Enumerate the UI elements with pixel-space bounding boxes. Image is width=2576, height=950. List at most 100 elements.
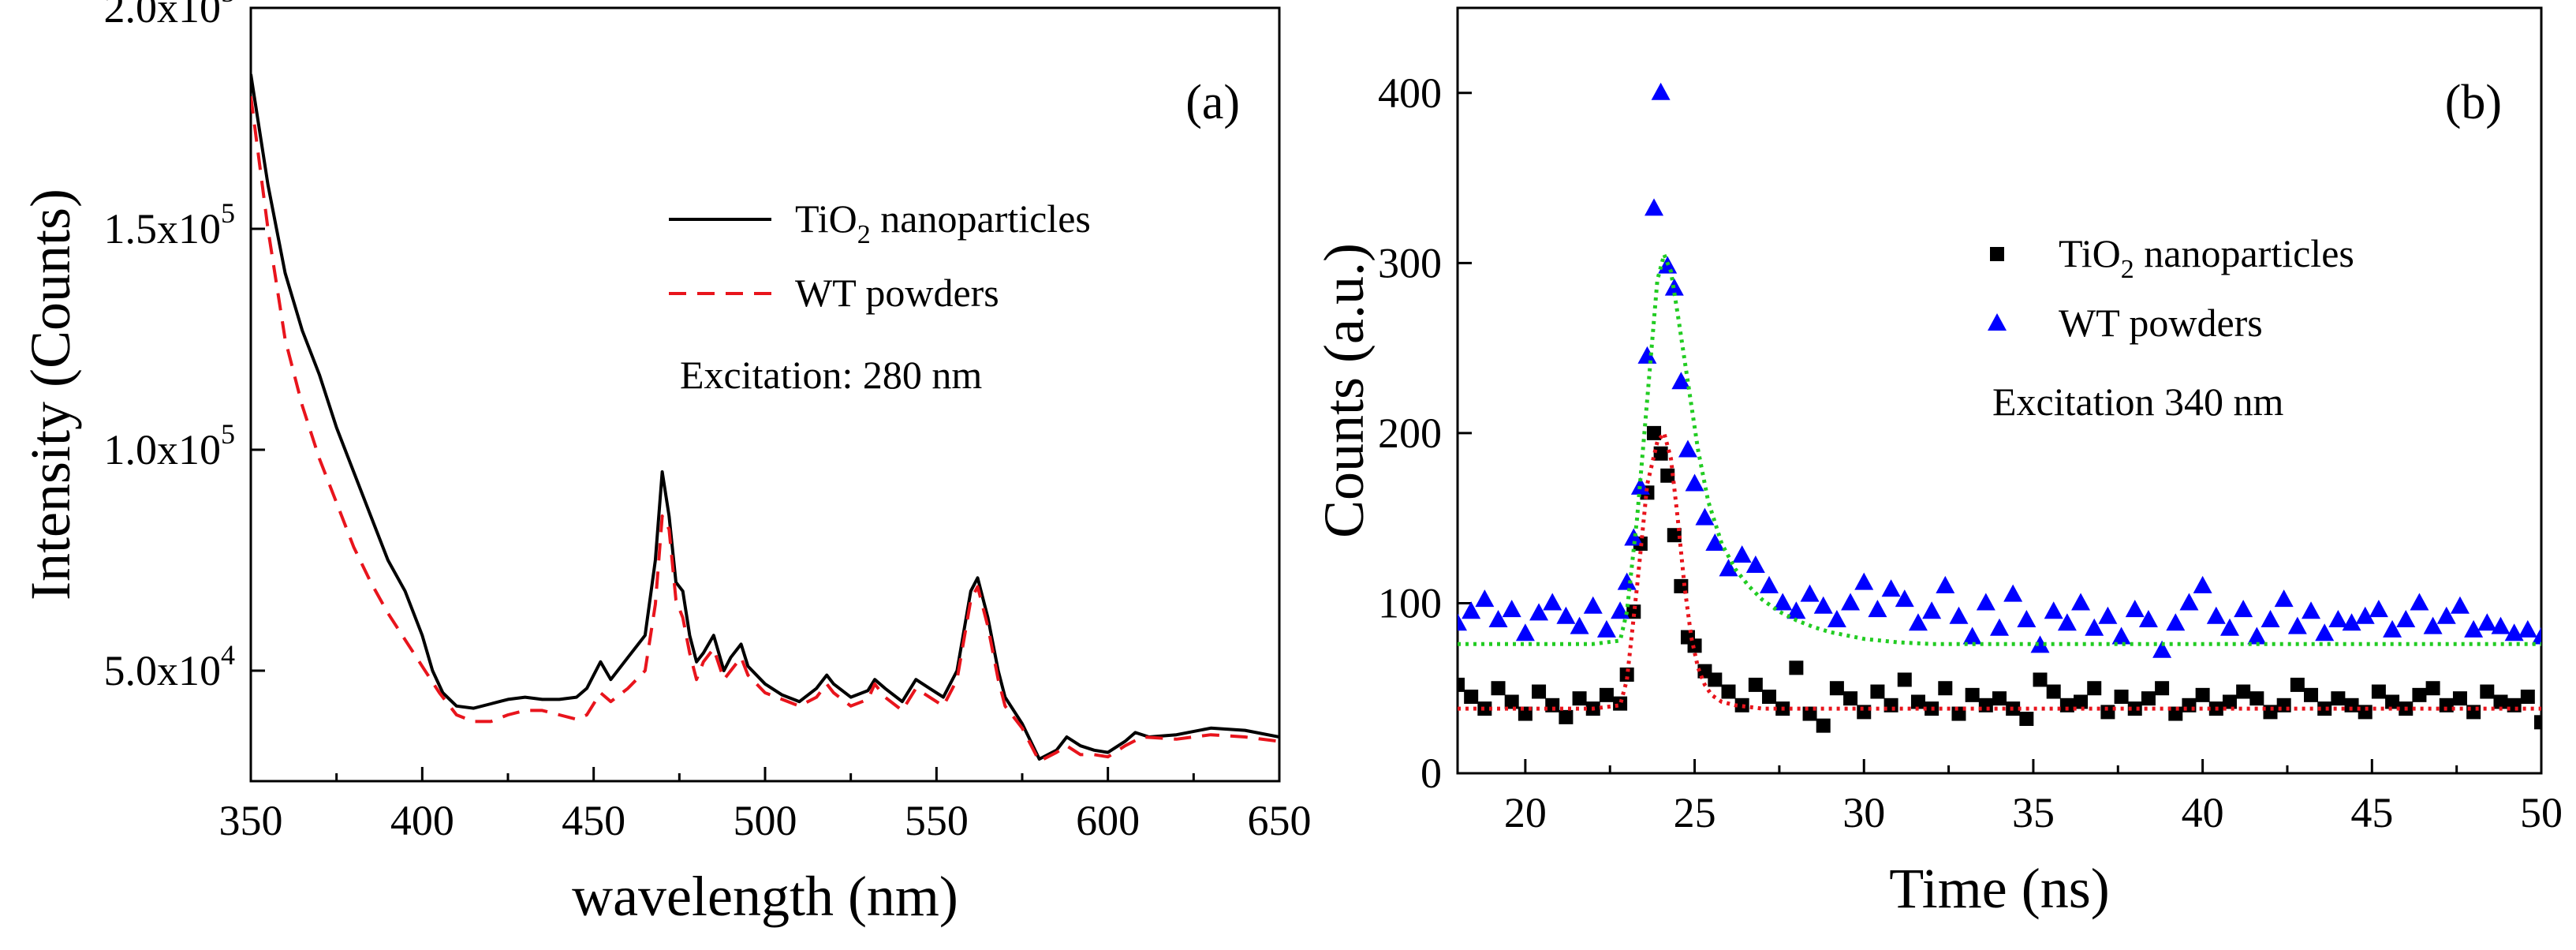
x-tick-label: 20 xyxy=(1504,789,1547,836)
data-point-square xyxy=(1647,425,1662,440)
data-point-square xyxy=(1619,667,1634,682)
data-point-square xyxy=(2100,705,2115,720)
data-point-triangle xyxy=(1651,82,1671,100)
series-wt-powders-fit-line xyxy=(1458,252,2541,646)
data-point-square xyxy=(1545,698,1560,712)
x-tick-label: 650 xyxy=(1248,797,1312,844)
data-point-triangle xyxy=(1813,596,1833,614)
data-point-triangle xyxy=(1624,528,1644,546)
data-point-square xyxy=(2344,698,2359,712)
data-point-square xyxy=(1572,691,1587,706)
data-point-square xyxy=(1491,681,1506,696)
data-point-triangle xyxy=(2491,616,2511,634)
data-point-triangle xyxy=(2138,610,2158,627)
data-point-triangle xyxy=(1976,593,1995,611)
data-point-triangle xyxy=(1543,593,1562,611)
data-point-square xyxy=(1504,694,1519,709)
data-point-square xyxy=(2304,687,2319,702)
x-axis-label: wavelength (nm) xyxy=(572,865,958,928)
data-point-square xyxy=(1464,690,1479,704)
data-point-square xyxy=(2263,705,2278,720)
data-point-square xyxy=(2127,701,2142,716)
x-axis-label: Time (ns) xyxy=(1889,857,2109,920)
data-point-triangle xyxy=(2247,626,2267,645)
y-axis-label: Intensity (Counts) xyxy=(19,189,82,600)
x-tick-label: 500 xyxy=(734,797,797,844)
data-point-triangle xyxy=(1556,606,1576,624)
data-point-square xyxy=(1938,681,1953,696)
data-point-triangle xyxy=(2518,619,2537,638)
data-point-square xyxy=(2249,691,2264,706)
excitation-annotation: Excitation 340 nm xyxy=(1992,380,2283,424)
data-point-square xyxy=(2168,706,2183,721)
data-point-square xyxy=(2358,705,2373,720)
data-point-triangle xyxy=(1895,589,1914,608)
data-point-square xyxy=(1653,446,1668,461)
data-point-triangle xyxy=(2234,600,2253,618)
data-point-triangle xyxy=(2261,610,2280,627)
data-point-square xyxy=(2019,712,2034,727)
data-point-triangle xyxy=(1529,603,1549,621)
data-point-square xyxy=(2195,687,2210,702)
data-point-triangle xyxy=(1719,559,1738,577)
data-point-triangle xyxy=(2423,616,2443,634)
data-point-triangle xyxy=(1596,619,1616,638)
data-point-triangle xyxy=(1617,572,1637,590)
x-tick-label: 450 xyxy=(562,797,625,844)
legend-text: WT powders xyxy=(795,271,999,315)
y-tick-exponent: 5 xyxy=(221,0,235,8)
legend-label: TiO2 nanoparticles xyxy=(795,196,1091,249)
data-point-square xyxy=(2033,672,2048,687)
data-point-square xyxy=(2155,681,2170,696)
data-point-triangle xyxy=(2193,575,2212,593)
data-point-triangle xyxy=(2383,619,2402,638)
data-point-triangle xyxy=(2274,589,2294,608)
data-point-square xyxy=(1789,660,1804,675)
data-point-triangle xyxy=(1962,626,1982,645)
plot-data xyxy=(1458,82,2541,733)
data-point-square xyxy=(1559,709,1574,724)
data-point-triangle xyxy=(1570,616,1589,634)
data-point-triangle xyxy=(1922,601,1942,619)
y-axis-label: Counts (a.u.) xyxy=(1312,243,1376,538)
data-point-triangle xyxy=(2044,601,2063,619)
data-point-triangle xyxy=(2436,606,2456,624)
data-point-triangle xyxy=(2179,593,2199,611)
data-point-triangle xyxy=(2355,606,2375,624)
data-point-square xyxy=(1599,687,1614,702)
data-point-square xyxy=(2385,694,2400,709)
data-point-square xyxy=(2480,684,2495,699)
data-point-triangle xyxy=(1637,346,1657,364)
x-tick-label: 40 xyxy=(2182,789,2224,836)
series-wt-powders-line xyxy=(251,95,1279,763)
data-point-square xyxy=(2439,698,2454,712)
data-point-square xyxy=(2412,687,2427,702)
legend-subscript: 2 xyxy=(857,220,871,249)
data-point-square xyxy=(1762,690,1777,704)
y-tick-mantissa: 5.0x10 xyxy=(104,647,222,694)
data-point-triangle xyxy=(2410,593,2429,611)
data-point-triangle xyxy=(1841,593,1861,611)
y-tick-label: 0 xyxy=(1421,750,1442,797)
data-point-triangle xyxy=(2125,600,2145,618)
data-point-square xyxy=(1910,694,1925,709)
data-point-square xyxy=(2074,694,2089,709)
data-point-square xyxy=(1897,672,1912,687)
data-point-triangle xyxy=(2219,618,2239,636)
data-point-triangle xyxy=(1773,593,1793,611)
data-point-triangle xyxy=(2003,584,2023,602)
data-point-square xyxy=(2141,691,2156,706)
y-tick-label: 1.5x105 xyxy=(104,197,236,252)
series-tio2-nanoparticles-line xyxy=(251,73,1279,761)
data-point-triangle xyxy=(1868,600,1887,618)
legend-label: TiO2 nanoparticles xyxy=(2059,231,2354,284)
data-point-triangle xyxy=(1745,555,1765,574)
data-point-triangle xyxy=(2477,613,2497,631)
data-point-square xyxy=(1532,684,1547,699)
data-point-triangle xyxy=(2152,640,2172,658)
data-point-triangle xyxy=(2206,606,2226,624)
data-point-triangle xyxy=(2071,593,2091,611)
y-tick-label: 200 xyxy=(1378,410,1442,457)
legend-text: TiO xyxy=(795,196,857,241)
legend-label: WT powders xyxy=(795,271,999,315)
